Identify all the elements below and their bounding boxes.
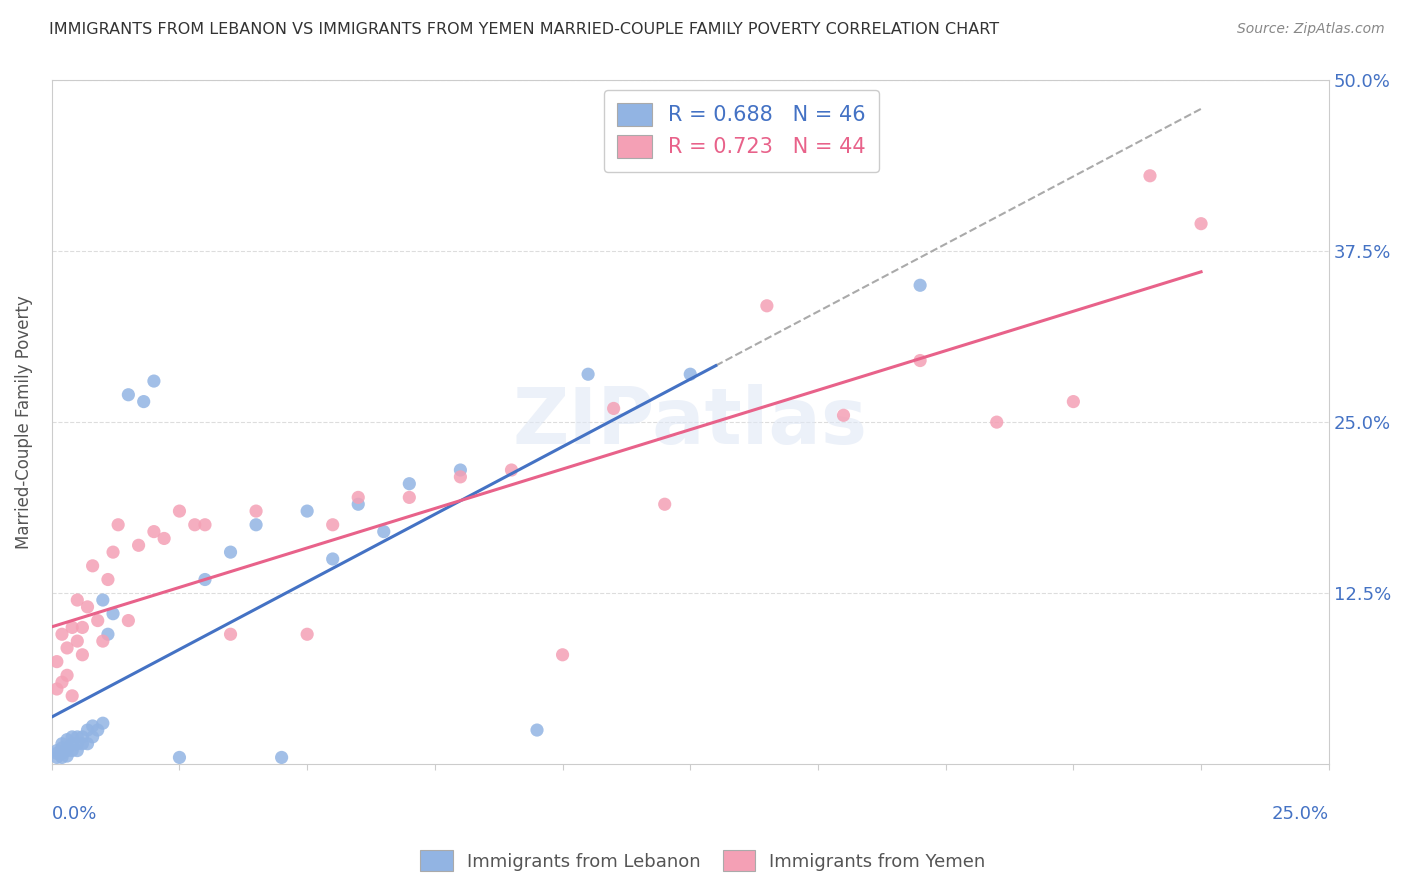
Point	[60, 620, 83, 634]
Point	[245, 517, 267, 532]
Text: IMMIGRANTS FROM LEBANON VS IMMIGRANTS FROM YEMEN MARRIED-COUPLE FAMILY POVERTY C: IMMIGRANTS FROM LEBANON VS IMMIGRANTS FR…	[49, 22, 1000, 37]
Point	[219, 545, 242, 559]
Point	[45, 747, 67, 761]
Point	[66, 743, 89, 757]
Point	[295, 627, 318, 641]
Point	[132, 394, 155, 409]
Point	[82, 730, 104, 744]
Text: 25.0%: 25.0%	[1271, 805, 1329, 823]
Point	[56, 740, 79, 755]
Point	[322, 517, 344, 532]
Point	[347, 491, 370, 505]
Point	[91, 593, 114, 607]
Point	[56, 732, 79, 747]
Point	[60, 737, 83, 751]
Point	[45, 750, 67, 764]
Point	[91, 716, 114, 731]
Point	[51, 627, 73, 641]
Point	[91, 634, 114, 648]
Point	[66, 730, 89, 744]
Point	[449, 470, 471, 484]
Point	[398, 491, 420, 505]
Point	[56, 743, 79, 757]
Point	[1189, 217, 1212, 231]
Point	[107, 517, 129, 532]
Point	[219, 627, 242, 641]
Point	[66, 634, 89, 648]
Point	[60, 743, 83, 757]
Point	[60, 689, 83, 703]
Point	[87, 723, 110, 737]
Point	[194, 517, 217, 532]
Point	[51, 750, 73, 764]
Point	[51, 737, 73, 751]
Text: 0.0%: 0.0%	[52, 805, 97, 823]
Point	[908, 278, 931, 293]
Point	[322, 552, 344, 566]
Point	[87, 614, 110, 628]
Point	[97, 573, 120, 587]
Legend: R = 0.688   N = 46, R = 0.723   N = 44: R = 0.688 N = 46, R = 0.723 N = 44	[603, 90, 879, 171]
Point	[602, 401, 624, 416]
Point	[72, 620, 94, 634]
Point	[56, 640, 79, 655]
Point	[295, 504, 318, 518]
Point	[72, 730, 94, 744]
Text: ZIPatlas: ZIPatlas	[513, 384, 868, 460]
Point	[60, 730, 83, 744]
Legend: Immigrants from Lebanon, Immigrants from Yemen: Immigrants from Lebanon, Immigrants from…	[413, 843, 993, 879]
Point	[51, 740, 73, 755]
Point	[347, 497, 370, 511]
Point	[679, 368, 702, 382]
Point	[66, 593, 89, 607]
Point	[101, 545, 124, 559]
Point	[755, 299, 778, 313]
Point	[526, 723, 548, 737]
Point	[142, 374, 165, 388]
Point	[45, 743, 67, 757]
Point	[51, 747, 73, 761]
Point	[117, 614, 139, 628]
Point	[373, 524, 395, 539]
Point	[76, 723, 98, 737]
Point	[76, 599, 98, 614]
Point	[101, 607, 124, 621]
Point	[66, 737, 89, 751]
Point	[551, 648, 574, 662]
Point	[169, 750, 191, 764]
Point	[1139, 169, 1161, 183]
Y-axis label: Married-Couple Family Poverty: Married-Couple Family Poverty	[15, 295, 32, 549]
Point	[1062, 394, 1084, 409]
Point	[654, 497, 676, 511]
Point	[128, 538, 150, 552]
Text: Source: ZipAtlas.com: Source: ZipAtlas.com	[1237, 22, 1385, 37]
Point	[270, 750, 292, 764]
Point	[97, 627, 120, 641]
Point	[82, 719, 104, 733]
Point	[117, 388, 139, 402]
Point	[908, 353, 931, 368]
Point	[398, 476, 420, 491]
Point	[72, 648, 94, 662]
Point	[45, 655, 67, 669]
Point	[449, 463, 471, 477]
Point	[72, 737, 94, 751]
Point	[986, 415, 1008, 429]
Point	[56, 749, 79, 764]
Point	[45, 681, 67, 696]
Point	[51, 675, 73, 690]
Point	[76, 737, 98, 751]
Point	[576, 368, 599, 382]
Point	[56, 668, 79, 682]
Point	[245, 504, 267, 518]
Point	[82, 558, 104, 573]
Point	[142, 524, 165, 539]
Point	[184, 517, 207, 532]
Point	[169, 504, 191, 518]
Point	[501, 463, 523, 477]
Point	[194, 573, 217, 587]
Point	[832, 409, 855, 423]
Point	[153, 532, 176, 546]
